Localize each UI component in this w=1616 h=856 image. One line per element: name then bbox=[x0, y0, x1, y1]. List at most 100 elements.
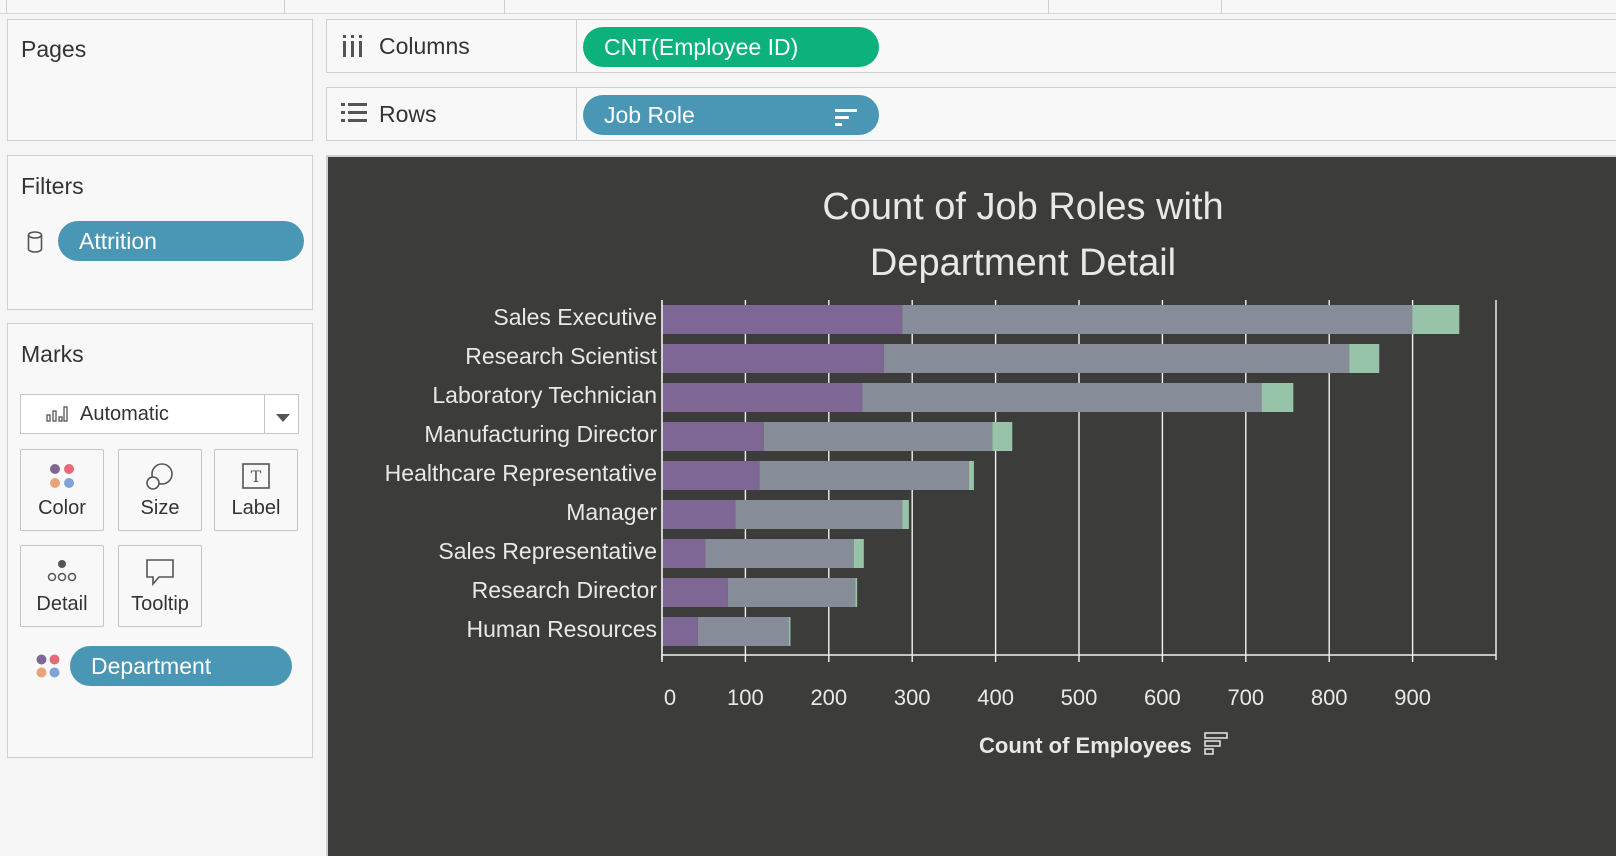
bar-segment[interactable] bbox=[662, 344, 884, 373]
mark-type-value: Automatic bbox=[80, 403, 169, 425]
bar-segment[interactable] bbox=[1349, 344, 1380, 373]
chart-view[interactable]: Count of Job Roles with Department Detail… bbox=[326, 155, 1616, 856]
department-color-pill[interactable]: Department bbox=[70, 646, 292, 686]
color-button[interactable]: Color bbox=[20, 449, 104, 531]
svg-text:T: T bbox=[251, 467, 262, 486]
bar-segment[interactable] bbox=[1412, 305, 1460, 334]
rows-pill[interactable]: Job Role bbox=[583, 95, 879, 135]
x-tick-label: 600 bbox=[1144, 685, 1181, 710]
columns-label: Columns bbox=[379, 33, 470, 59]
tab-separator bbox=[504, 0, 505, 14]
department-pill-label: Department bbox=[91, 652, 212, 679]
x-tick-label: 700 bbox=[1227, 685, 1265, 710]
chart-title-line: Count of Job Roles with bbox=[822, 186, 1224, 228]
tab-separator bbox=[1048, 0, 1049, 14]
sort-icon[interactable] bbox=[1204, 732, 1230, 762]
size-button-label: Size bbox=[140, 497, 180, 519]
bar-segment[interactable] bbox=[883, 344, 1350, 373]
bar-segment[interactable] bbox=[853, 539, 864, 568]
sort-descending-icon[interactable] bbox=[835, 106, 857, 133]
x-tick-label: 900 bbox=[1394, 685, 1431, 710]
row-header-label[interactable]: Manufacturing Director bbox=[424, 421, 657, 447]
filters-title: Filters bbox=[21, 173, 84, 199]
bar-segment[interactable] bbox=[788, 617, 791, 646]
bar-segment[interactable] bbox=[662, 578, 728, 607]
bar-segment[interactable] bbox=[902, 305, 1413, 334]
database-icon bbox=[27, 231, 43, 258]
row-header-label[interactable]: Laboratory Technician bbox=[432, 382, 657, 408]
row-header-label[interactable]: Human Resources bbox=[466, 616, 657, 642]
bar-segment[interactable] bbox=[697, 617, 789, 646]
pages-title: Pages bbox=[21, 36, 87, 62]
row-header-label[interactable]: Research Director bbox=[471, 577, 657, 603]
attrition-filter-pill[interactable]: Attrition bbox=[58, 221, 304, 261]
row-header-column: Sales Executive Research Scientist Laborat… bbox=[328, 157, 657, 856]
bar-segment[interactable] bbox=[662, 305, 903, 334]
chart-title: Count of Job Roles with Department Detail bbox=[748, 179, 1298, 291]
bar-segment[interactable] bbox=[902, 500, 909, 529]
bar-segment[interactable] bbox=[662, 461, 760, 490]
detail-button[interactable]: Detail bbox=[20, 545, 104, 627]
bar-segment[interactable] bbox=[1261, 383, 1294, 412]
detail-icon bbox=[46, 558, 78, 589]
tooltip-button[interactable]: Tooltip bbox=[118, 545, 202, 627]
bar-segment[interactable] bbox=[862, 383, 1262, 412]
bar-segment[interactable] bbox=[759, 461, 969, 490]
filters-card[interactable]: Filters Attrition bbox=[7, 155, 313, 310]
bar-chart-icon bbox=[46, 406, 68, 427]
columns-pill[interactable]: CNT(Employee ID) bbox=[583, 27, 879, 67]
tab-separator bbox=[1221, 0, 1222, 14]
x-tick-label: 200 bbox=[810, 685, 848, 710]
columns-icon bbox=[342, 35, 364, 62]
bar-segment[interactable] bbox=[662, 500, 736, 529]
row-header-label[interactable]: Healthcare Representative bbox=[384, 460, 657, 486]
bar-segment[interactable] bbox=[763, 422, 993, 451]
bar-segment[interactable] bbox=[735, 500, 903, 529]
columns-shelf[interactable]: Columns CNT(Employee ID) bbox=[326, 19, 1616, 73]
pages-card[interactable]: Pages bbox=[7, 19, 313, 141]
size-icon bbox=[145, 462, 175, 497]
bar-segment[interactable] bbox=[662, 617, 698, 646]
row-header-label[interactable]: Sales Executive bbox=[493, 304, 657, 330]
tab-separator bbox=[6, 0, 7, 14]
chevron-down-icon[interactable] bbox=[275, 410, 291, 428]
rows-shelf[interactable]: Rows Job Role bbox=[326, 87, 1616, 141]
row-header-label[interactable]: Research Scientist bbox=[465, 343, 657, 369]
size-button[interactable]: Size bbox=[118, 449, 202, 531]
bar-segment[interactable] bbox=[855, 578, 858, 607]
bar-segment[interactable] bbox=[705, 539, 854, 568]
x-axis-title-label: Count of Employees bbox=[979, 732, 1192, 758]
rows-list-icon bbox=[341, 102, 367, 129]
row-header-label[interactable]: Sales Representative bbox=[438, 538, 657, 564]
attrition-filter-label: Attrition bbox=[79, 227, 157, 254]
row-header-label[interactable]: Manager bbox=[566, 499, 657, 525]
label-button-label: Label bbox=[231, 497, 281, 519]
tooltip-button-label: Tooltip bbox=[131, 593, 189, 615]
rows-pill-label: Job Role bbox=[604, 101, 695, 128]
text-label-icon: T bbox=[241, 462, 271, 495]
marks-card[interactable]: Marks bbox=[7, 323, 313, 758]
bar-segment[interactable] bbox=[662, 383, 863, 412]
x-tick-label: 800 bbox=[1310, 685, 1348, 710]
x-axis-title: Count of Employees bbox=[979, 732, 1230, 762]
color-encoding-icon bbox=[35, 653, 61, 684]
dropdown-divider bbox=[264, 395, 265, 433]
mark-type-dropdown[interactable]: Automatic bbox=[20, 394, 299, 434]
tab-separator bbox=[284, 0, 285, 14]
columns-pill-label: CNT(Employee ID) bbox=[604, 33, 799, 60]
x-tick-label: 100 bbox=[727, 685, 764, 710]
chart-title-line: Department Detail bbox=[869, 242, 1177, 284]
label-button[interactable]: T Label bbox=[214, 449, 298, 531]
bar-segment[interactable] bbox=[662, 539, 706, 568]
bar-segment[interactable] bbox=[992, 422, 1013, 451]
bar-segment[interactable] bbox=[662, 422, 764, 451]
shelf-divider bbox=[576, 88, 577, 140]
bar-segment[interactable] bbox=[968, 461, 974, 490]
color-icon bbox=[48, 462, 76, 495]
bar-segment[interactable] bbox=[727, 578, 856, 607]
tab-strip bbox=[0, 0, 1616, 14]
x-tick-label: 300 bbox=[893, 685, 931, 710]
rows-label: Rows bbox=[379, 101, 437, 127]
detail-button-label: Detail bbox=[36, 593, 88, 615]
bar-chart-plot[interactable] bbox=[328, 157, 1616, 856]
